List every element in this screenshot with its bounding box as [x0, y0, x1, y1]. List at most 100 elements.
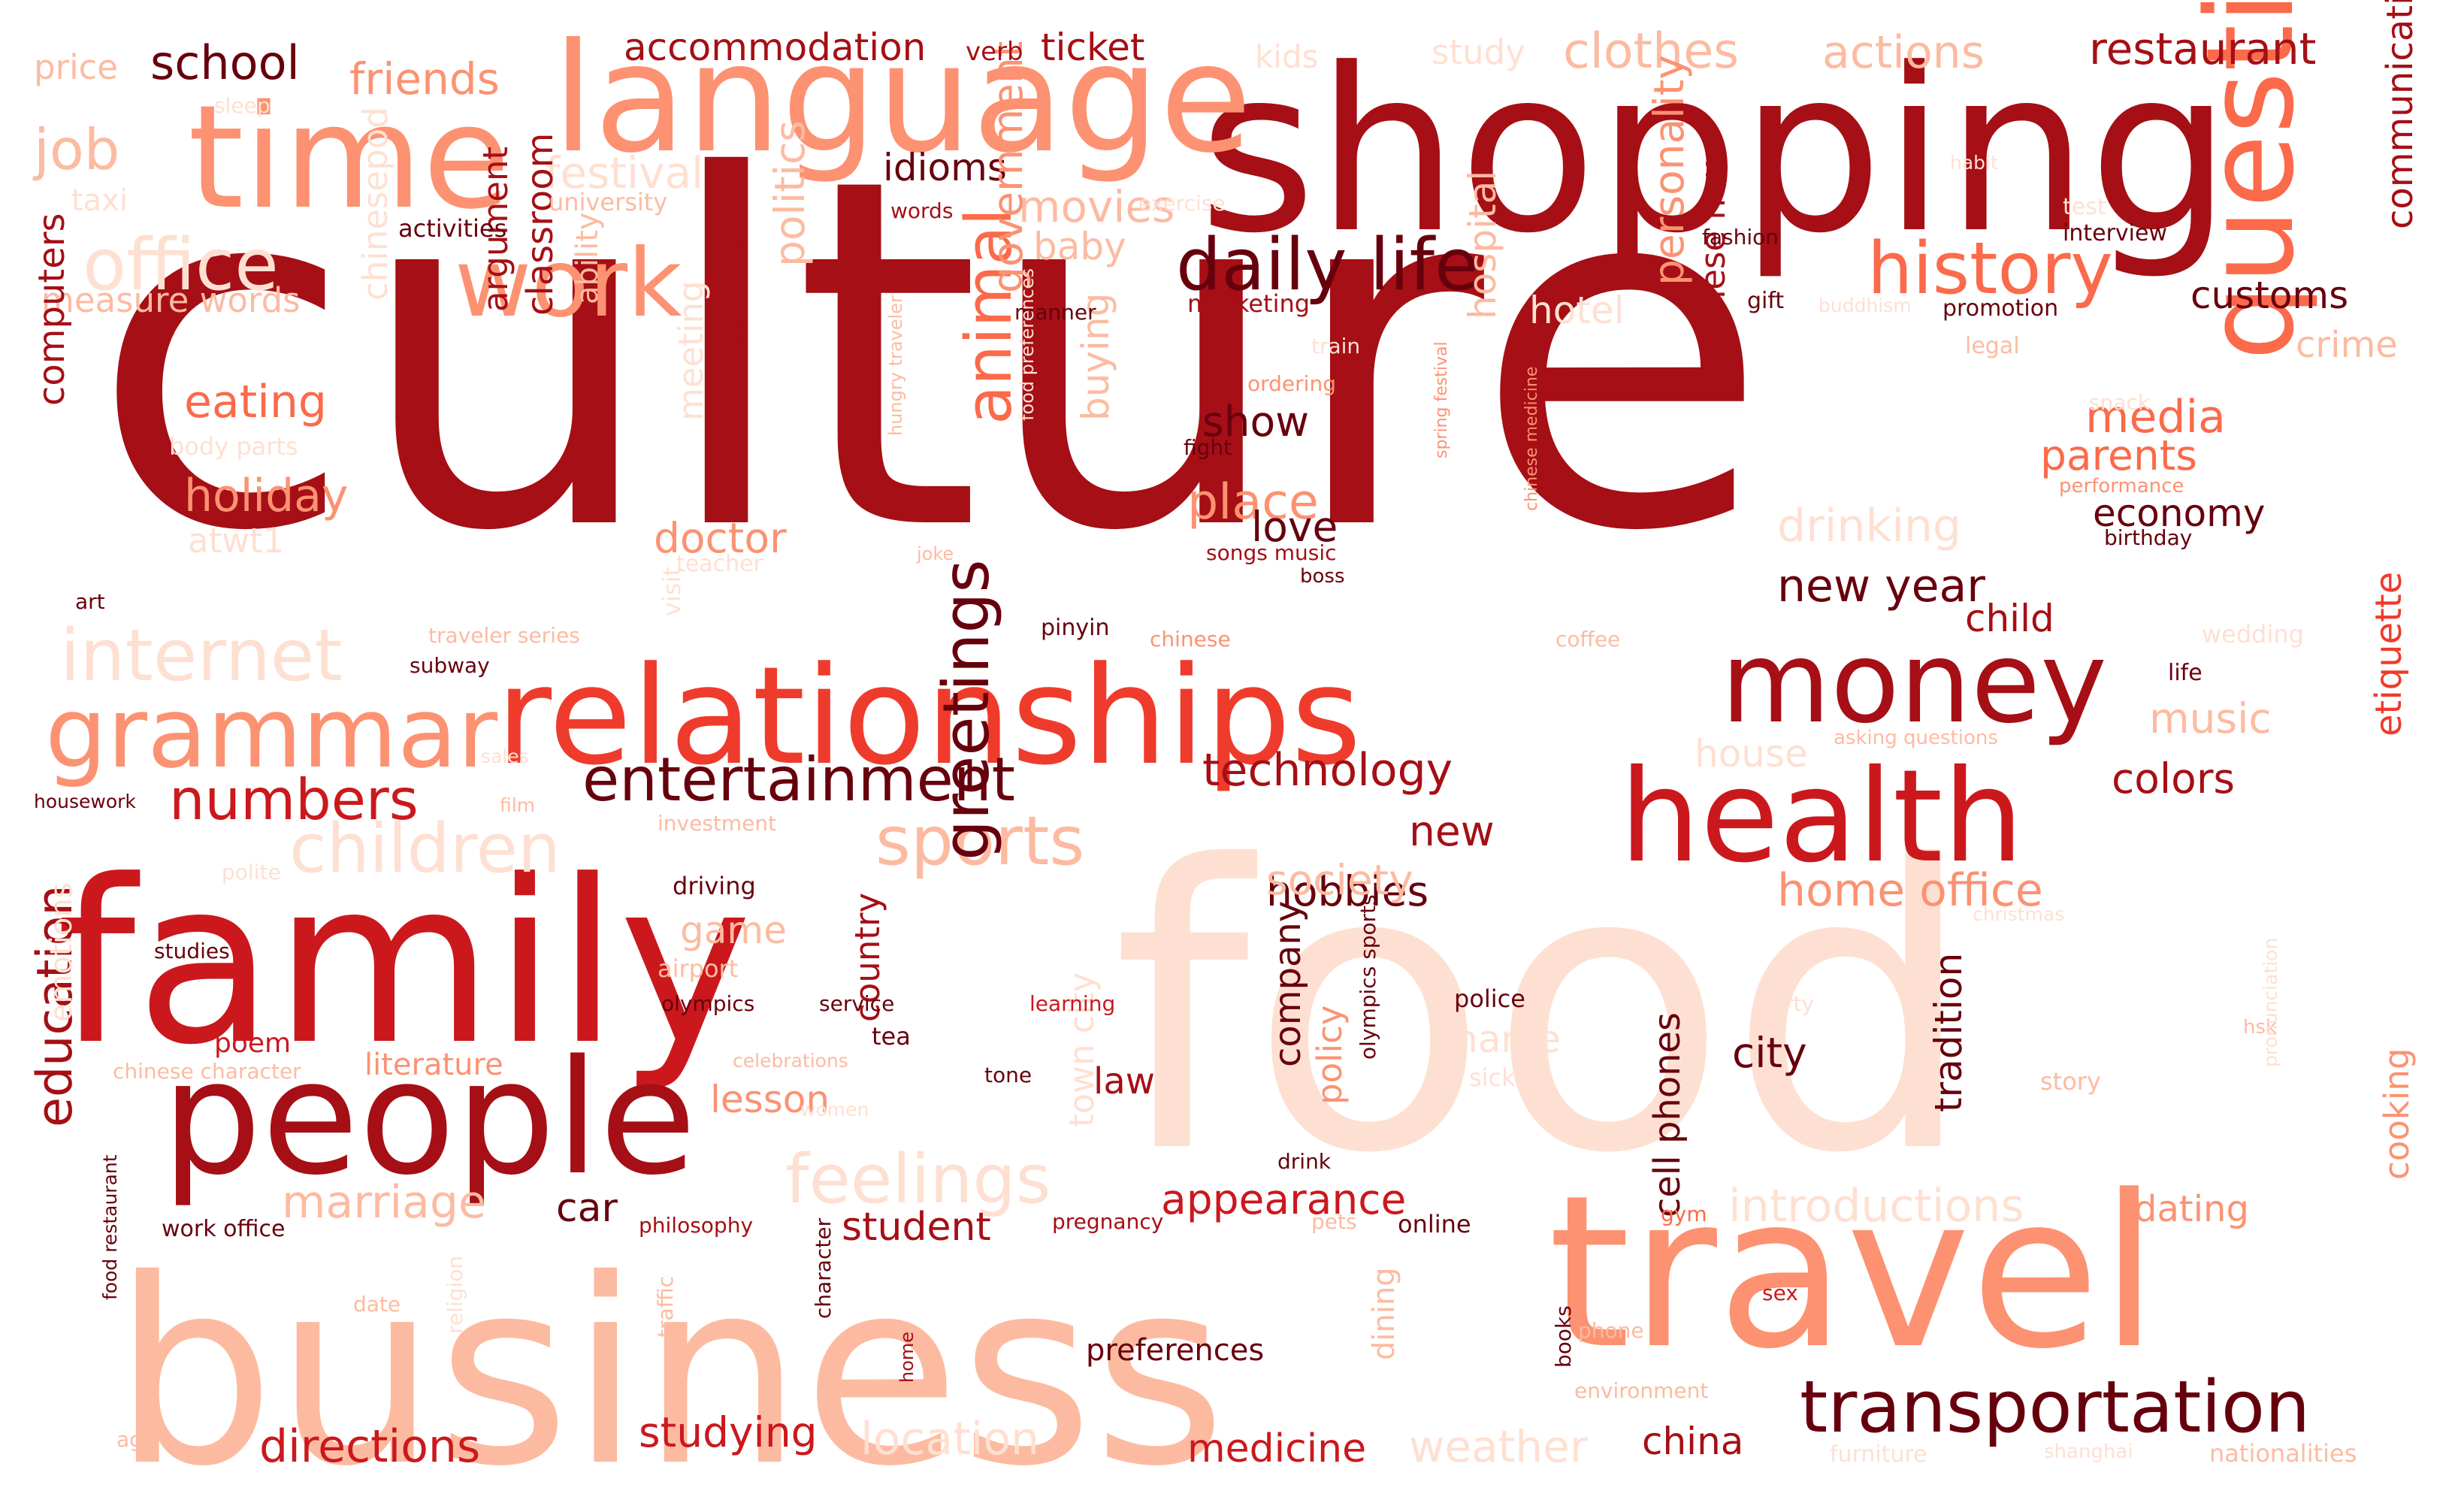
cloud-word-olympics-sports: olympics sports: [1356, 894, 1380, 1060]
cloud-word-legal: legal: [1965, 333, 2020, 359]
cloud-word-etiquette: etiquette: [2368, 572, 2410, 736]
cloud-word-lesson: lesson: [710, 1078, 830, 1121]
cloud-word-pinyin: pinyin: [1041, 615, 1110, 641]
cloud-word-words: words: [890, 198, 953, 223]
cloud-word-airport: airport: [658, 954, 738, 983]
cloud-word-literature: literature: [364, 1048, 503, 1082]
cloud-word-pregnancy: pregnancy: [1052, 1209, 1163, 1234]
cloud-word-habit: habit: [1950, 152, 1998, 174]
cloud-word-manner: manner: [1014, 300, 1096, 325]
cloud-word-friends: friends: [349, 53, 500, 104]
cloud-word-service: service: [819, 991, 894, 1016]
cloud-word-cell-phones: cell phones: [1646, 1012, 1689, 1217]
cloud-word-drink: drink: [1277, 1149, 1332, 1174]
cloud-word-buying: buying: [1074, 293, 1117, 421]
cloud-word-history: history: [1867, 228, 2113, 310]
cloud-word-pets: pets: [1311, 1209, 1357, 1234]
cloud-word-body-parts: body parts: [169, 432, 298, 461]
cloud-word-company: company: [1267, 901, 1309, 1067]
cloud-word-fight: fight: [1184, 435, 1232, 460]
cloud-word-furniture: furniture: [1830, 1441, 1927, 1468]
cloud-word-home: home: [896, 1332, 918, 1383]
cloud-word-accommodation: accommodation: [624, 26, 926, 69]
cloud-word-film: film: [500, 794, 535, 816]
cloud-word-ticket: ticket: [1041, 26, 1145, 69]
cloud-word-snack: snack: [2089, 390, 2151, 415]
cloud-word-chinese: chinese: [1150, 627, 1231, 652]
cloud-word-measure-words: measure words: [41, 280, 301, 320]
cloud-word-hobbies: hobbies: [1266, 867, 1429, 915]
cloud-word-sex: sex: [1762, 1281, 1798, 1305]
cloud-word-culture: culture: [90, 76, 1770, 636]
cloud-word-car: car: [556, 1186, 618, 1231]
cloud-word-teacher: teacher: [676, 551, 763, 577]
cloud-word-character: character: [811, 1217, 836, 1319]
cloud-word-hotel: hotel: [1529, 289, 1625, 332]
cloud-word-children-family: children family: [727, 238, 748, 372]
cloud-word-boss: boss: [1300, 565, 1345, 588]
cloud-word-media: media: [2085, 391, 2226, 443]
cloud-word-date: date: [353, 1292, 401, 1317]
cloud-word-dining: dining: [1367, 1267, 1401, 1360]
cloud-word-restaurant: restaurant: [2089, 23, 2316, 74]
cloud-word-feelings: feelings: [785, 1140, 1051, 1219]
cloud-word-office: office: [83, 224, 279, 307]
cloud-word-new: new: [1409, 807, 1495, 855]
cloud-word-traveler-series: traveler series: [428, 623, 580, 648]
cloud-word-celebrations: celebrations: [733, 1050, 848, 1072]
cloud-word-traffic: traffic: [653, 1276, 678, 1338]
cloud-word-chinese-new: chinese new: [1693, 150, 1733, 361]
cloud-word-party: party: [1758, 991, 1814, 1016]
cloud-word-performance: performance: [2059, 475, 2184, 497]
cloud-word-songs-music: songs music: [1206, 540, 1337, 565]
cloud-word-age: age: [116, 1427, 156, 1452]
cloud-word-drinking: drinking: [1777, 500, 1961, 552]
cloud-word-pronunciation: pronunciation: [2260, 938, 2281, 1067]
cloud-word-travel: travel: [1548, 1151, 2158, 1396]
cloud-word-town-city: town city: [1062, 972, 1102, 1127]
cloud-word-kids: kids: [1255, 38, 1319, 75]
cloud-word-child: child: [1965, 597, 2054, 640]
cloud-word-phone: phone: [1578, 1318, 1644, 1343]
cloud-word-country: country: [848, 893, 887, 1022]
cloud-word-fashion: fashion: [1702, 225, 1779, 249]
cloud-word-law: law: [1093, 1060, 1155, 1102]
cloud-word-home-office: home office: [1777, 864, 2043, 917]
cloud-word-studying: studying: [639, 1408, 818, 1456]
cloud-word-appearance: appearance: [1161, 1175, 1406, 1223]
cloud-word-school: school: [150, 35, 300, 90]
cloud-word-new-year: new year: [1777, 560, 1985, 612]
cloud-word-promotion: promotion: [1942, 295, 2058, 322]
cloud-word-introductions: introductions: [1728, 1180, 2024, 1232]
cloud-word-marketing: marketing: [1187, 289, 1310, 318]
cloud-word-crime: crime: [2296, 324, 2398, 366]
cloud-word-verb: verb: [966, 37, 1023, 67]
cloud-word-children: children: [289, 809, 561, 888]
cloud-word-questions: questions: [2180, 0, 2320, 361]
cloud-word-investment: investment: [658, 811, 776, 836]
cloud-word-joke: joke: [916, 543, 954, 564]
cloud-word-city: city: [1732, 1029, 1807, 1077]
cloud-word-driving: driving: [673, 872, 756, 900]
cloud-word-price: price: [34, 47, 118, 87]
cloud-word-food-preferences: food preferences: [1017, 268, 1038, 421]
cloud-word-money: money: [1721, 618, 2107, 748]
cloud-word-shanghai: shanghai: [2044, 1441, 2133, 1463]
cloud-word-visit: visit: [658, 567, 686, 616]
cloud-word-art: art: [75, 589, 105, 614]
cloud-word-house: house: [1695, 732, 1808, 776]
cloud-word-christmas: christmas: [1973, 903, 2064, 925]
cloud-word-buddhism: buddhism: [1819, 295, 1912, 316]
cloud-word-doctor: doctor: [654, 514, 787, 562]
cloud-word-chinese-character: chinese character: [113, 1059, 301, 1084]
cloud-word-food: food: [1112, 783, 1976, 1238]
cloud-word-medicine: medicine: [1187, 1426, 1366, 1471]
cloud-word-place: place: [1187, 474, 1319, 531]
cloud-word-shopping: shopping: [1199, 20, 2232, 283]
cloud-word-animal: animal: [952, 208, 1026, 425]
cloud-word-hospital: hospital: [1461, 171, 1504, 319]
cloud-word-environment: environment: [1574, 1378, 1708, 1403]
cloud-word-police: police: [1454, 984, 1525, 1013]
cloud-word-chinesepod: chinesepod: [355, 107, 395, 301]
